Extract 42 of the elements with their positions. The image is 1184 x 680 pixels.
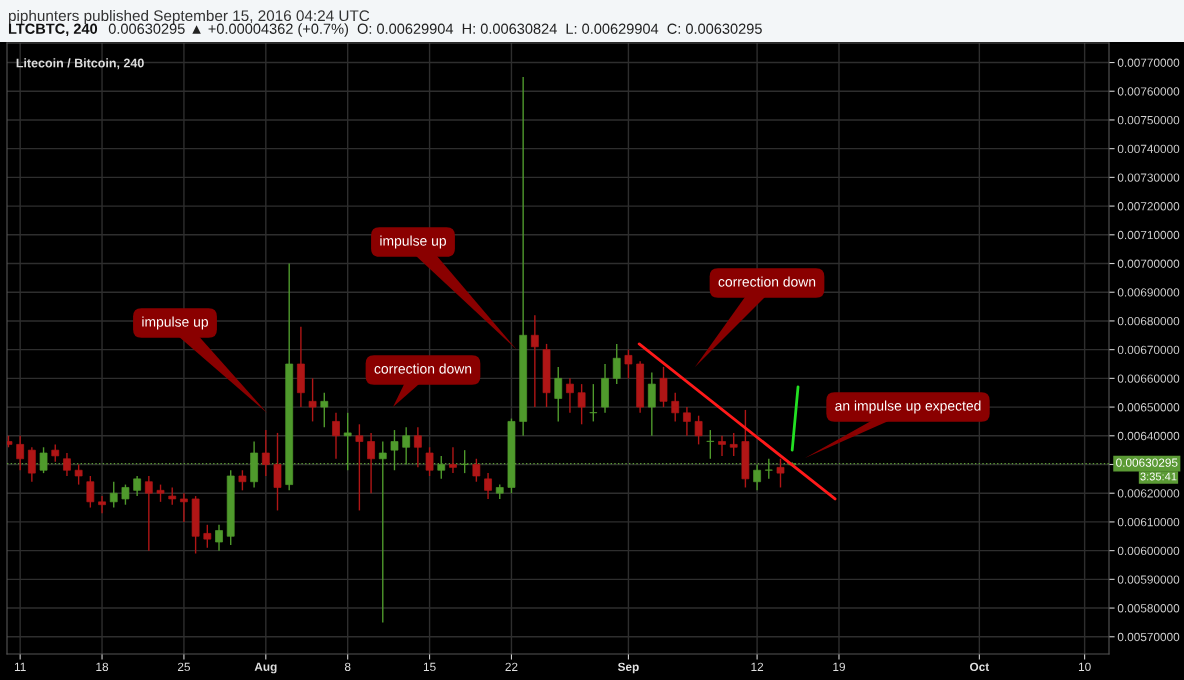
annotation: impulse up — [380, 235, 446, 249]
y-tick-label: 0.00770000 — [1117, 58, 1180, 67]
x-tick-label: 12 — [751, 662, 764, 671]
y-tick-label: 0.00740000 — [1117, 144, 1180, 154]
x-tick-label: 19 — [833, 662, 845, 671]
y-tick-label: 0.00760000 — [1117, 87, 1180, 96]
x-tick-label: 18 — [96, 662, 109, 671]
y-tick-label: 0.00750000 — [1117, 115, 1180, 125]
x-tick-label: 8 — [344, 662, 351, 671]
x-tick-label: 22 — [505, 662, 518, 671]
y-tick-label: 0.00660000 — [1117, 374, 1180, 383]
y-tick-label: 0.00640000 — [1117, 431, 1180, 441]
chart-title: LTCBTC, 240 — [8, 23, 98, 37]
y-tick-label: 0.00680000 — [1117, 316, 1180, 326]
y-tick-label: 0.00610000 — [1117, 517, 1180, 527]
x-tick-label: 10 — [1078, 662, 1091, 671]
y-tick-label: 0.00620000 — [1117, 489, 1180, 498]
annotation: correction down — [374, 363, 472, 374]
y-tick-label: 0.00730000 — [1117, 173, 1180, 182]
y-tick-label: 0.00570000 — [1117, 632, 1180, 642]
annotation: correction down — [718, 276, 816, 287]
annotation: an impulse up expected — [835, 400, 981, 414]
x-tick-label: Sep — [617, 662, 639, 674]
y-tick-label: 0.00700000 — [1117, 259, 1180, 268]
x-tick-label: 15 — [423, 662, 436, 671]
text: 3:35:41 — [1140, 472, 1177, 481]
y-tick-label: 0.00720000 — [1117, 202, 1180, 211]
y-tick-label: 0.00650000 — [1117, 403, 1180, 412]
annotation: impulse up — [142, 316, 208, 330]
x-tick-label: Aug — [254, 662, 277, 674]
annotation: Litecoin / Bitcoin, 240 — [16, 58, 144, 70]
ref-line-label: 0.00630295 — [1116, 458, 1178, 467]
y-tick-label: 0.00710000 — [1117, 230, 1180, 240]
y-tick-label: 0.00590000 — [1117, 575, 1180, 584]
y-tick-label: 0.00690000 — [1117, 288, 1180, 297]
x-tick-label: 25 — [177, 662, 190, 671]
x-tick-label: 11 — [14, 662, 26, 671]
y-tick-label: 0.00580000 — [1117, 604, 1180, 613]
y-tick-label: 0.00670000 — [1117, 345, 1180, 355]
y-tick-label: 0.00600000 — [1117, 546, 1180, 556]
x-tick-label: Oct — [970, 662, 990, 671]
chart-subtitle: 0.00630295 ▲ +0.00004362 (+0.7%) O: 0.00629904 H: 0.00630824 L: 0.00629904 C: 0.00630295 — [108, 23, 762, 37]
